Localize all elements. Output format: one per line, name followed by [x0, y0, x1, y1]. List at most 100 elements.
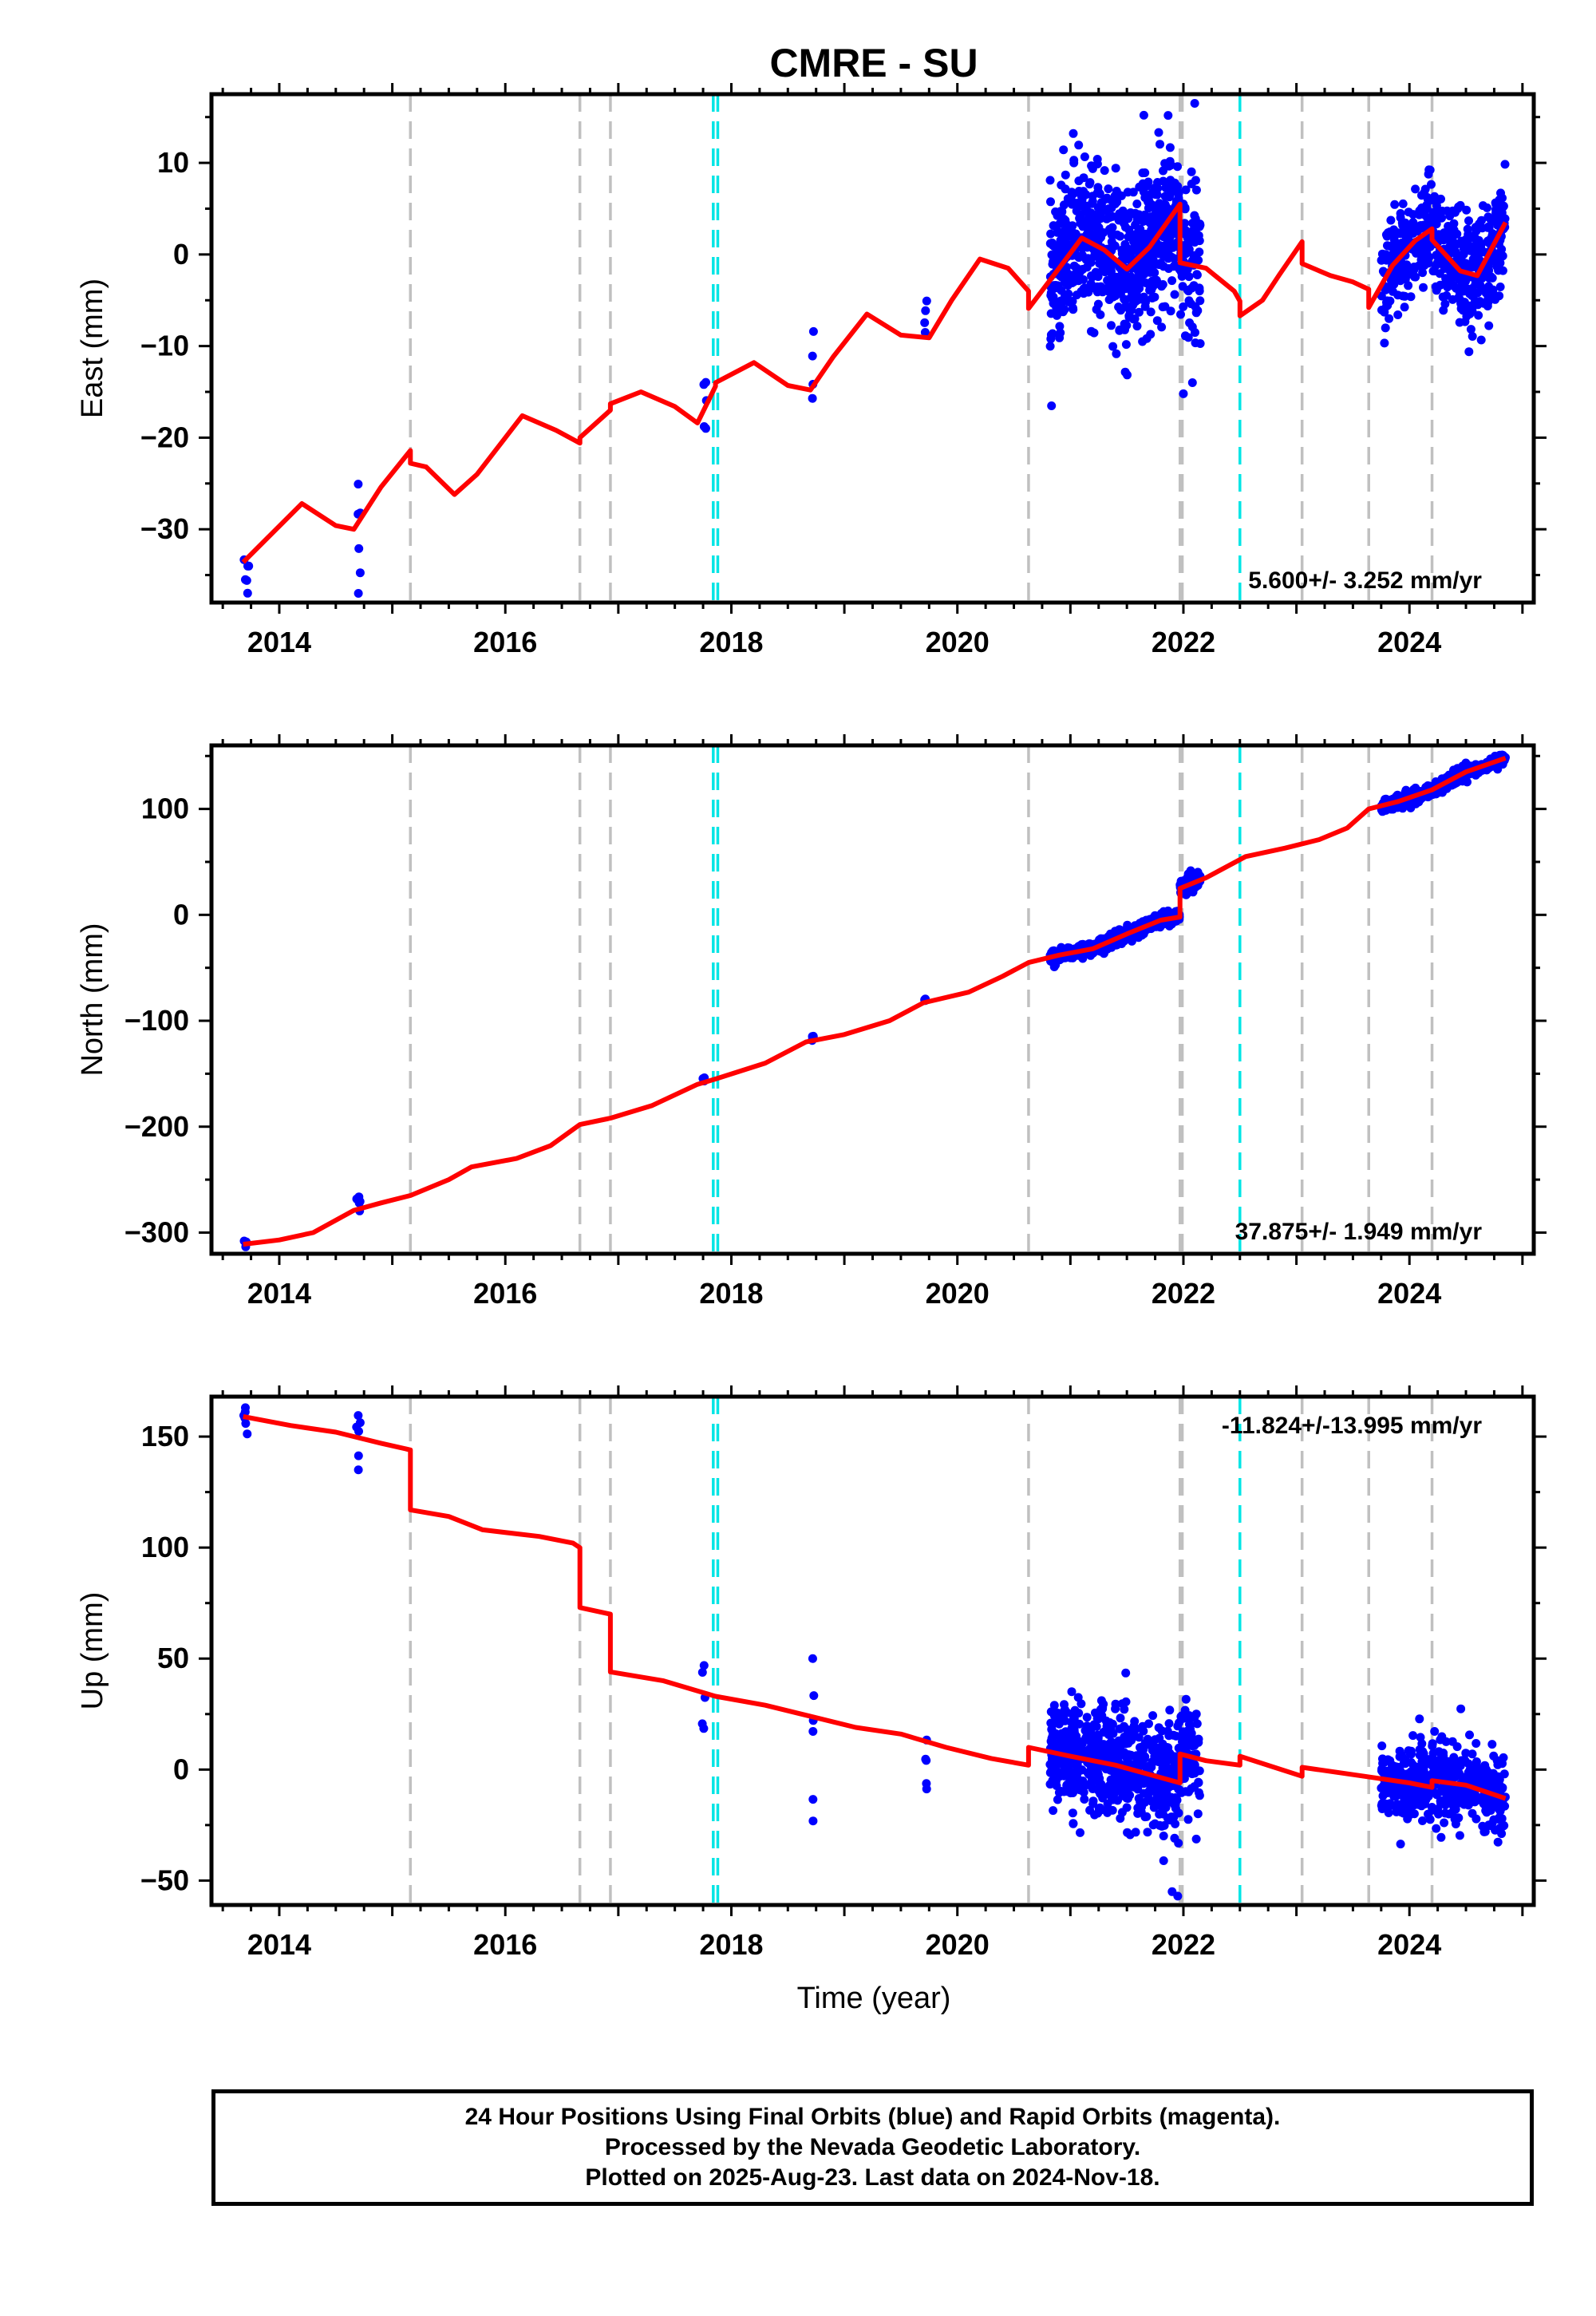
data-point: [1461, 302, 1471, 311]
data-point: [1115, 278, 1124, 287]
data-point: [1125, 1790, 1135, 1800]
data-point: [1104, 1744, 1113, 1753]
data-point: [1088, 1784, 1097, 1793]
y-tick-label: 100: [141, 792, 189, 825]
data-point: [1070, 1705, 1080, 1715]
data-point: [1408, 1761, 1418, 1770]
data-point: [1160, 243, 1170, 252]
data-point: [1408, 1767, 1417, 1777]
data-point: [1088, 1733, 1097, 1742]
data-point: [1396, 213, 1405, 223]
data-point: [1098, 1703, 1108, 1712]
data-point: [355, 568, 365, 578]
data-point: [1439, 306, 1448, 315]
footer-line-1: 24 Hour Positions Using Final Orbits (bl…: [464, 2104, 1281, 2130]
data-point: [1163, 1743, 1172, 1752]
data-point: [1141, 279, 1151, 287]
data-point: [1162, 1762, 1171, 1772]
data-point: [1103, 259, 1112, 268]
data-point: [1154, 128, 1163, 137]
data-point: [1191, 1834, 1201, 1844]
data-point: [1181, 1787, 1191, 1796]
data-point: [1079, 284, 1088, 294]
data-point: [1393, 290, 1403, 300]
data-point: [1377, 1741, 1387, 1751]
data-point: [1455, 1831, 1464, 1840]
data-point: [1124, 313, 1134, 322]
data-point: [1500, 160, 1510, 169]
data-point: [1064, 289, 1073, 298]
data-point: [1479, 1827, 1489, 1836]
data-point-outlier: [1139, 110, 1148, 120]
data-point: [1167, 252, 1176, 262]
data-point: [1499, 201, 1508, 211]
data-point: [1142, 260, 1152, 270]
y-tick-label: 10: [157, 146, 189, 179]
data-point: [1120, 295, 1130, 305]
data-point: [1060, 1705, 1069, 1714]
data-point: [1069, 156, 1079, 165]
data-point: [1091, 1765, 1100, 1775]
data-point: [1476, 239, 1486, 249]
data-point: [1057, 207, 1067, 216]
data-point: [1390, 200, 1400, 209]
data-point: [1187, 1729, 1196, 1738]
data-point: [1074, 140, 1084, 150]
data-point: [1057, 272, 1066, 282]
data-point: [1184, 272, 1194, 282]
x-tick-label: 2022: [1152, 1928, 1215, 1961]
data-point: [1418, 268, 1428, 278]
data-point: [1069, 1725, 1079, 1735]
data-point: [1496, 188, 1505, 198]
data-point: [1487, 1740, 1497, 1749]
data-point: [1487, 1819, 1497, 1828]
data-point: [1183, 1815, 1193, 1824]
data-point: [1381, 323, 1390, 333]
data-point: [1061, 1764, 1069, 1773]
data-point: [1452, 1742, 1462, 1752]
data-point: [1425, 165, 1435, 175]
data-point: [1146, 307, 1156, 317]
data-point: [1124, 1725, 1132, 1734]
data-point: [1425, 1815, 1435, 1824]
data-point: [1437, 235, 1447, 244]
data-point: [1140, 1741, 1150, 1750]
data-point: [1095, 1780, 1104, 1790]
footer-line-3: Plotted on 2025-Aug-23. Last data on 202…: [585, 2164, 1160, 2191]
data-point: [1057, 286, 1066, 295]
y-tick-label: −300: [124, 1215, 189, 1248]
data-point: [1191, 185, 1201, 195]
data-point: [1185, 1721, 1195, 1730]
data-point: [1134, 210, 1144, 219]
data-point: [1096, 1741, 1106, 1750]
data-point: [1051, 281, 1061, 290]
data-point: [1120, 1785, 1129, 1795]
data-point: [1384, 283, 1393, 291]
data-point: [1437, 1752, 1447, 1761]
data-point: [1132, 322, 1142, 331]
data-point: [1053, 227, 1062, 237]
data-point: [1181, 1694, 1191, 1704]
data-point: [1159, 1856, 1168, 1865]
data-point: [1430, 1727, 1440, 1736]
data-point: [1081, 201, 1091, 211]
data-point: [1437, 1732, 1447, 1741]
data-point: [1051, 207, 1061, 216]
data-point: [1046, 1718, 1056, 1728]
data-point: [1477, 274, 1487, 283]
data-point: [1159, 262, 1168, 271]
data-point: [1074, 1745, 1084, 1754]
data-point: [1103, 1799, 1112, 1808]
data-point: [1074, 1777, 1084, 1786]
data-point: [1468, 1808, 1477, 1818]
data-point: [1156, 909, 1166, 919]
data-point: [1047, 1725, 1057, 1734]
data-point: [1187, 167, 1196, 176]
data-point: [1150, 292, 1159, 302]
data-point: [1454, 1769, 1464, 1778]
data-point: [1484, 321, 1494, 330]
data-point: [1431, 777, 1440, 786]
data-point: [1116, 284, 1125, 294]
data-point: [1159, 251, 1168, 261]
data-point: [1403, 1814, 1412, 1824]
